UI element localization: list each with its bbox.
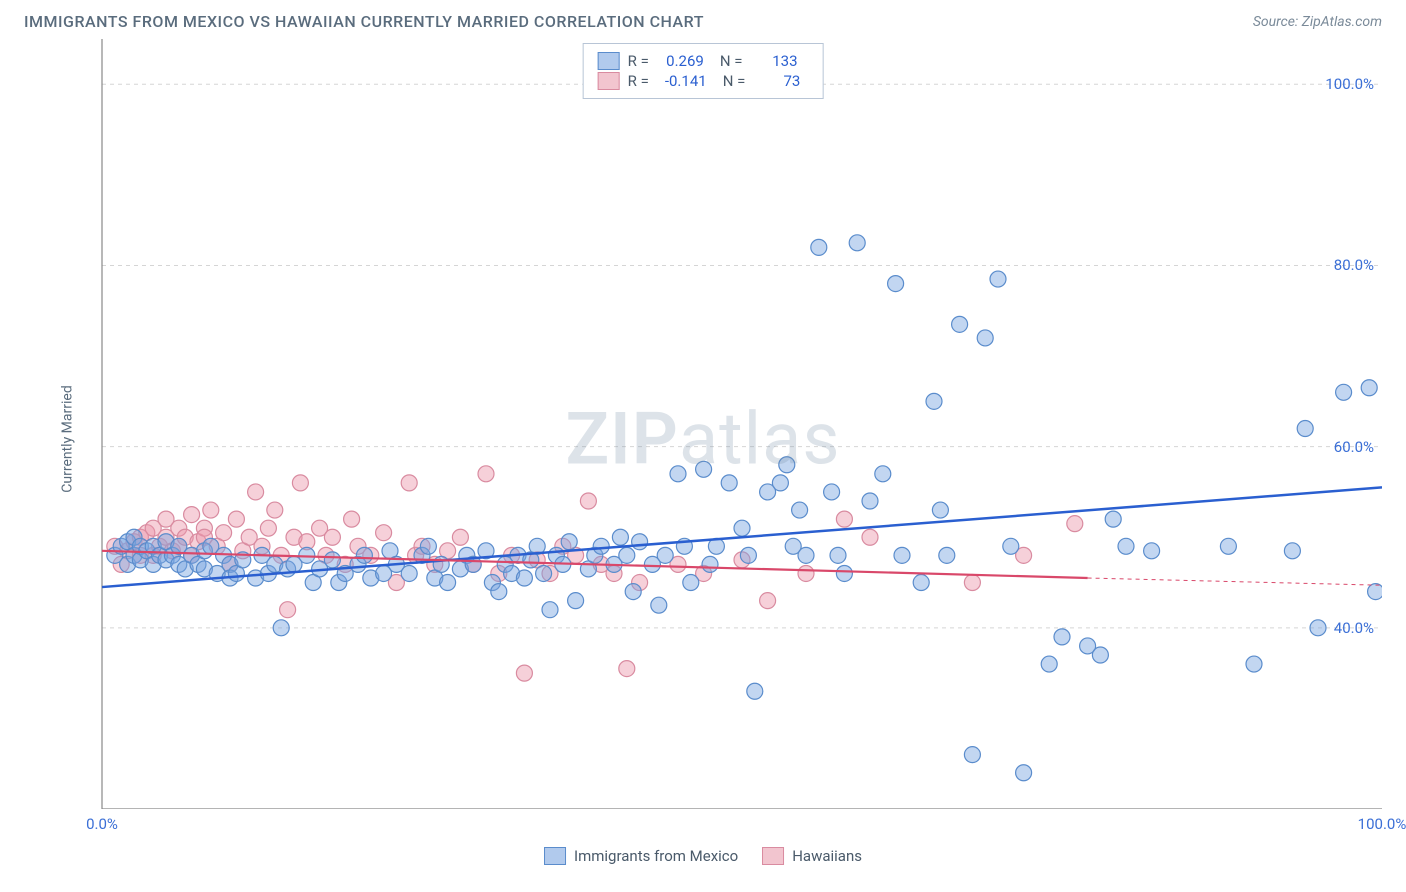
stats-r-pink: -0.141 (657, 72, 715, 90)
legend-item-pink: Hawaiians (762, 847, 862, 865)
chart-source: Source: ZipAtlas.com (1253, 14, 1382, 30)
legend-swatch-blue-icon (544, 847, 566, 865)
stats-r-blue: 0.269 (657, 52, 712, 70)
stats-n-label-2: N = (723, 72, 746, 90)
stats-r-label-2: R = (628, 72, 649, 90)
stats-row-pink: R = -0.141 N = 73 (598, 72, 809, 90)
x-tick-label: 100.0% (1358, 815, 1406, 833)
stats-n-blue: 133 (751, 52, 806, 70)
legend-label-pink: Hawaiians (792, 847, 862, 865)
legend-swatch-pink-icon (762, 847, 784, 865)
stats-row-blue: R = 0.269 N = 133 (598, 52, 809, 70)
stats-r-label: R = (628, 52, 649, 70)
legend-label-blue: Immigrants from Mexico (574, 847, 738, 865)
swatch-blue-icon (598, 52, 620, 70)
x-tick-label: 0.0% (86, 815, 118, 833)
stats-n-label: N = (720, 52, 743, 70)
swatch-pink-icon (598, 72, 620, 90)
chart-header: IMMIGRANTS FROM MEXICO VS HAWAIIAN CURRE… (0, 0, 1406, 39)
legend-item-blue: Immigrants from Mexico (544, 847, 738, 865)
stats-legend-box: R = 0.269 N = 133 R = -0.141 N = 73 (583, 43, 824, 99)
chart-title: IMMIGRANTS FROM MEXICO VS HAWAIIAN CURRE… (24, 12, 704, 31)
bottom-legend: Immigrants from Mexico Hawaiians (544, 847, 862, 865)
chart-container: Currently Married ZIPatlas 40.0%60.0%80.… (24, 39, 1382, 839)
scatter-chart (62, 39, 1382, 809)
stats-n-pink: 73 (753, 72, 808, 90)
